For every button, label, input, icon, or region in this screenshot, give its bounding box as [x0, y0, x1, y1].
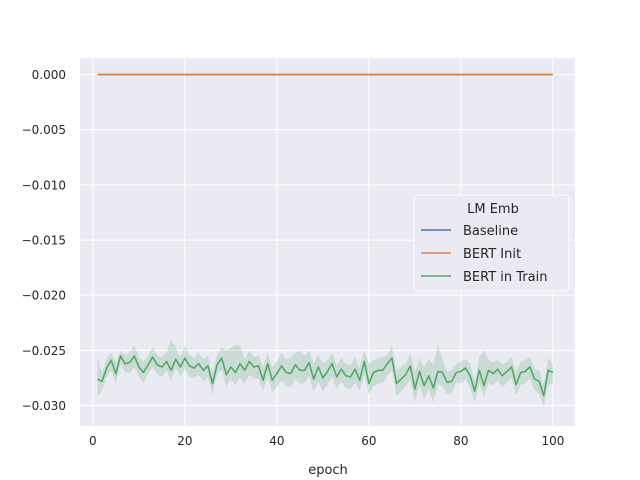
- y-tick-label: −0.015: [22, 234, 66, 248]
- x-tick-label: 20: [177, 434, 192, 448]
- x-tick-label: 80: [453, 434, 468, 448]
- legend-label-baseline: Baseline: [463, 224, 518, 239]
- series-lines: [97, 73, 554, 397]
- x-tick-label: 100: [541, 434, 564, 448]
- x-axis-title: epoch: [308, 463, 348, 478]
- legend-label-bert-in-train: BERT in Train: [463, 270, 547, 285]
- legend-title: LM Emb: [467, 202, 519, 217]
- x-tick-label: 40: [269, 434, 284, 448]
- y-tick-label: 0.000: [32, 68, 66, 82]
- legend-frame: [413, 194, 570, 292]
- y-tick-label: −0.010: [22, 178, 66, 192]
- y-tick-label: −0.005: [22, 123, 66, 137]
- y-tick-label: −0.030: [22, 399, 66, 413]
- legend: LM Emb Baseline BERT Init BERT in Train: [413, 194, 570, 292]
- ci-band-bert-in-train: [97, 339, 553, 407]
- y-tick-label: −0.020: [22, 289, 66, 303]
- legend-label-bert-init: BERT Init: [463, 247, 521, 262]
- y-tick-label: −0.025: [22, 344, 66, 358]
- x-axis-ticks: 0 20 40 60 80 100: [89, 434, 564, 448]
- confidence-bands: [97, 339, 553, 407]
- series-line-bert-in-train: [97, 355, 554, 397]
- y-axis-ticks: 0.000 −0.005 −0.010 −0.015 −0.020 −0.025 −0.03…: [22, 68, 66, 413]
- x-tick-label: 0: [89, 434, 97, 448]
- x-tick-label: 60: [361, 434, 376, 448]
